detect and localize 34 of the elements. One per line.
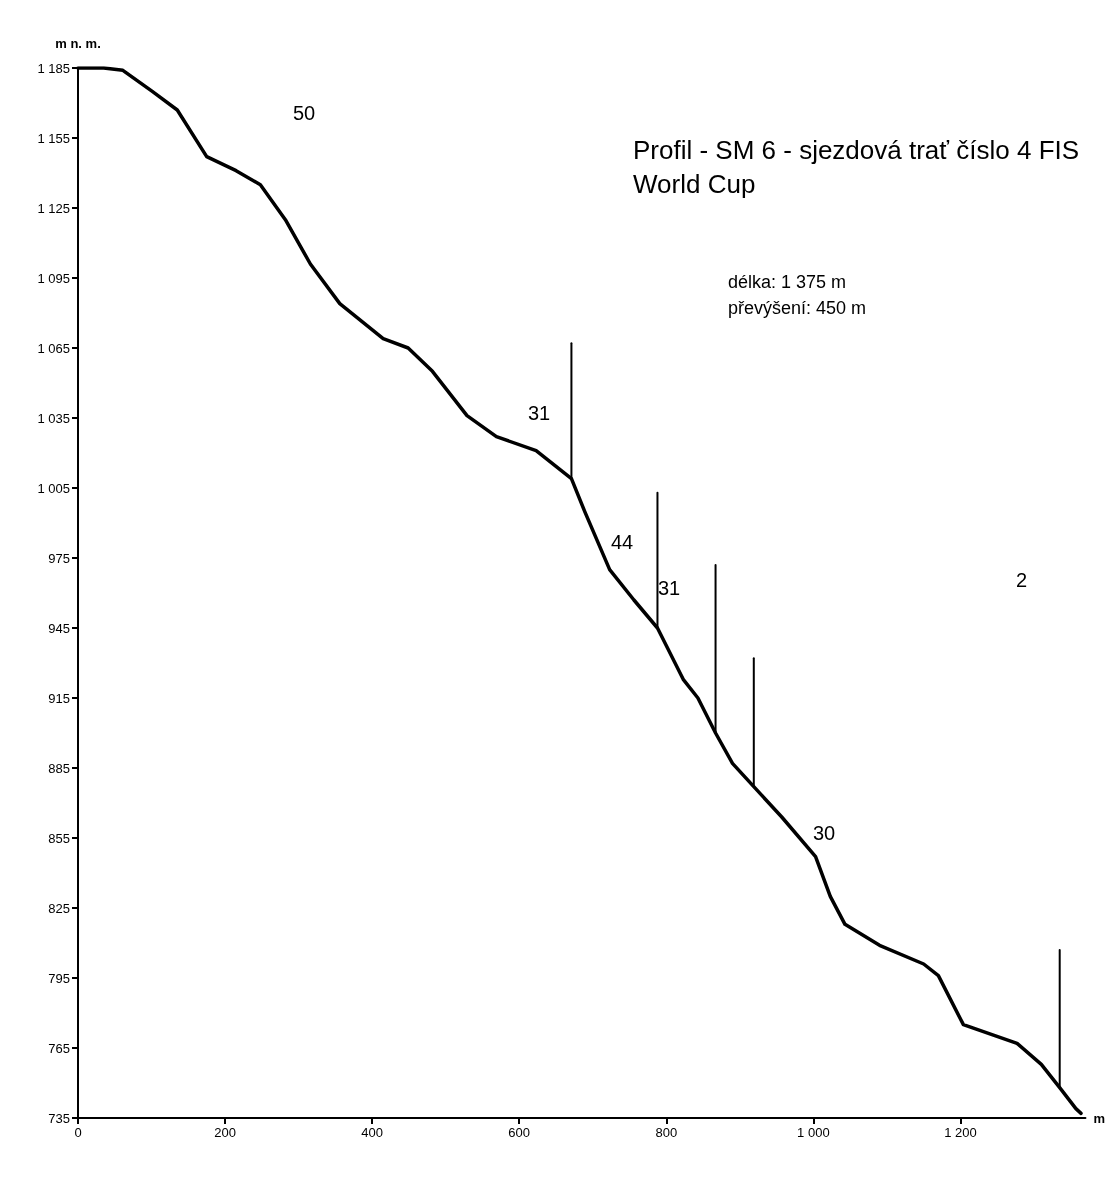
y-tick-label: 825 <box>48 900 70 916</box>
x-tick-label: 1 200 <box>944 1125 977 1140</box>
y-tick-label: 945 <box>48 620 70 636</box>
y-tick-label: 1 035 <box>37 410 70 426</box>
y-tick-label: 735 <box>48 1110 70 1126</box>
y-tick-label: 885 <box>48 760 70 776</box>
annotation: 50 <box>293 102 316 124</box>
x-tick-label: 800 <box>655 1125 678 1140</box>
y-tick-label: 1 065 <box>37 340 70 356</box>
annotation: 2 <box>1016 569 1028 591</box>
annotation: 31 <box>528 402 551 424</box>
annotation: 30 <box>813 822 836 844</box>
x-tick-label: 1 000 <box>797 1125 830 1140</box>
y-tick-label: 1 155 <box>37 130 70 146</box>
y-tick-label: 1 005 <box>37 480 70 496</box>
y-tick-label: 1 185 <box>37 60 70 76</box>
y-tick-label: 1 125 <box>37 200 70 216</box>
x-tick-label: 600 <box>508 1125 531 1140</box>
annotation: převýšení: 450 m <box>728 298 867 318</box>
x-axis-title: m <box>1093 1110 1105 1126</box>
annotation: 31 <box>658 577 681 599</box>
y-tick-label: 795 <box>48 970 70 986</box>
annotation: 44 <box>611 531 634 553</box>
y-tick-label: 1 095 <box>37 270 70 286</box>
text: Profil - SM 6 - sjezdová trať číslo 4 FIS World Cup <box>633 135 1080 199</box>
y-tick-label: 855 <box>48 830 70 846</box>
y-tick-label: 765 <box>48 1040 70 1056</box>
y-tick-label: 975 <box>48 550 70 566</box>
x-tick-label: 200 <box>214 1125 236 1140</box>
y-axis-title: m n. m. <box>55 36 101 51</box>
x-tick-label: 400 <box>361 1125 383 1140</box>
x-tick-label: 0 <box>74 1125 82 1140</box>
annotation: délka: 1 375 m <box>728 272 847 292</box>
y-tick-label: 915 <box>48 690 70 706</box>
